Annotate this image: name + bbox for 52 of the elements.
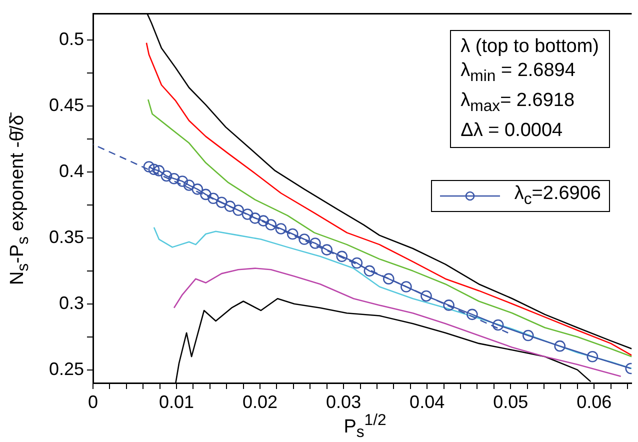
annotation: λ$_{max}$= 2.6918 [460,88,576,117]
y-tick-label: 0.5 [58,29,84,50]
y-tick-label: 0.25 [48,358,84,379]
point [466,308,478,320]
point [200,188,212,200]
point [224,200,236,212]
point [492,319,504,331]
point [143,161,155,172]
point [258,215,270,226]
x-tick-label: 0.02 [242,392,278,412]
x-tick-label: 0.04 [410,392,445,412]
point [443,300,454,311]
legend-label: λ$_{c}$=2.6906 [514,183,601,209]
point [183,180,195,191]
annotation: Δλ = 0.0004 [460,118,564,143]
x-tick-label: 0 [88,392,98,412]
point [522,330,534,342]
point [242,208,254,220]
y-tick-label: 0.45 [48,95,84,116]
point [249,212,261,224]
point [400,281,412,292]
point [554,340,566,352]
point [275,223,287,234]
x-tick-label: 0.06 [576,392,612,412]
point [160,170,172,182]
point [286,228,298,240]
point [216,196,228,208]
point [298,234,310,245]
point [321,244,333,256]
y-tick-label: 0.35 [48,226,84,247]
point [208,192,219,204]
point [192,184,204,195]
x-tick-label: 0.05 [493,392,528,412]
x-tick-label: 0.01 [158,392,194,412]
point [351,257,363,269]
point [310,238,321,249]
x-tick-label: 0.03 [326,392,362,412]
point [232,204,244,216]
point [420,290,432,302]
y-tick-label: 0.3 [58,292,84,313]
point [364,265,376,277]
y-tick-label: 0.4 [58,160,84,181]
point [265,219,277,230]
point [336,250,348,262]
point [153,165,165,176]
annotation: λ$_{min}$ = 2.6894 [460,59,576,87]
point [383,273,394,284]
annotation: λ (top to bottom) [460,35,599,59]
point [586,350,598,362]
point [168,172,180,184]
point [148,164,160,176]
point [176,176,188,187]
